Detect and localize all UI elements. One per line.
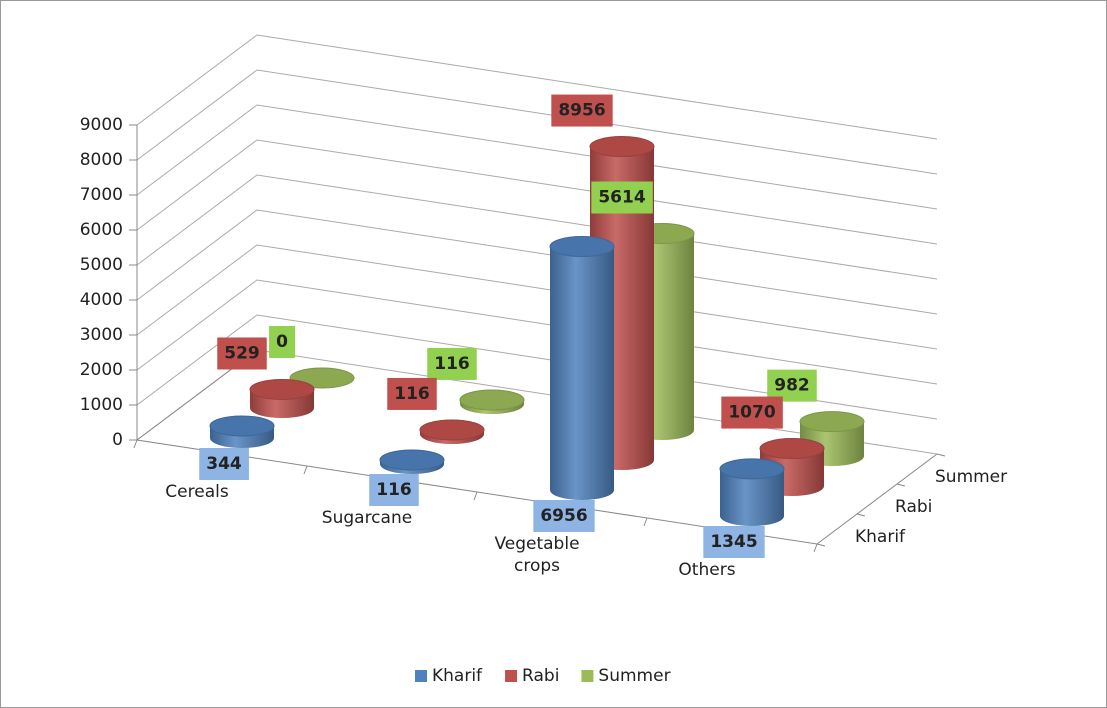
value-label-box: [269, 326, 296, 358]
legend-label: Summer: [598, 666, 670, 686]
z-tick-label: Summer: [935, 467, 1007, 487]
value-label-box: [217, 337, 267, 370]
value-label-box: [387, 377, 437, 410]
cylinder-top: [249, 378, 315, 400]
cylinder-top: [589, 136, 655, 158]
grid-line: [136, 34, 938, 140]
x-tick-label: Vegetable crops: [494, 534, 580, 576]
value-label: 529: [224, 343, 260, 363]
value-label: 6956: [540, 506, 587, 526]
z-tick: [936, 453, 946, 457]
value-label: 982: [774, 376, 810, 396]
value-label-box: [767, 369, 817, 402]
cylinder: [720, 468, 784, 526]
value-label: 116: [434, 354, 470, 374]
value-label-box: [199, 448, 249, 480]
value-label-box: [427, 347, 477, 380]
x-tick: [303, 465, 308, 475]
value-label: 5614: [598, 188, 645, 208]
y-tick-label: 9000: [80, 115, 123, 135]
x-tick: [133, 439, 138, 449]
cylinder-top: [799, 411, 865, 433]
grid-line: [136, 314, 938, 420]
value-label-box: [551, 94, 613, 127]
x-tick: [473, 491, 478, 501]
legend-swatch: [415, 670, 427, 682]
value-label-box: [369, 474, 419, 506]
grid-line: [136, 139, 938, 245]
legend-swatch: [581, 670, 594, 682]
z-tick: [856, 513, 866, 517]
y-tick-label: 4000: [80, 290, 123, 310]
value-label-box: [703, 526, 765, 558]
legend-swatch: [505, 670, 518, 682]
y-tick-label: 6000: [80, 220, 123, 240]
z-tick: [896, 483, 906, 487]
grid-line: [136, 104, 938, 210]
cylinder-top: [719, 458, 785, 480]
cylinder-top: [379, 449, 445, 471]
value-label: 0: [276, 332, 288, 352]
y-tick-label: 2000: [80, 360, 123, 380]
value-label-box: [721, 396, 783, 429]
value-label: 1345: [710, 532, 757, 552]
y-tick-label: 7000: [80, 185, 123, 205]
value-label: 116: [394, 384, 430, 404]
value-label: 116: [376, 480, 412, 500]
cylinder-top: [209, 415, 275, 437]
grid-line: [136, 279, 938, 385]
x-tick-label: Sugarcane: [321, 508, 413, 528]
y-tick-label: 1000: [80, 395, 123, 415]
cylinder-top: [419, 419, 485, 441]
y-tick-label: 0: [112, 430, 123, 450]
grid-line: [136, 69, 938, 175]
x-tick: [643, 517, 648, 527]
value-label: 1070: [728, 403, 775, 423]
value-label-box: [591, 181, 653, 214]
z-tick-label: Rabi: [895, 497, 932, 517]
cylinder-top: [759, 438, 825, 460]
y-tick-label: 8000: [80, 150, 123, 170]
y-tick-label: 5000: [80, 255, 123, 275]
grid-line: [136, 209, 938, 315]
grid-line: [136, 174, 938, 280]
legend-label: Rabi: [522, 666, 559, 686]
value-label-box: [533, 500, 595, 532]
x-tick-label: Others: [678, 560, 736, 580]
y-tick-label: 3000: [80, 325, 123, 345]
grid-line: [136, 244, 938, 350]
x-tick: [813, 543, 818, 553]
legend-label: Kharif: [432, 666, 483, 686]
cylinder-top: [549, 236, 615, 258]
cylinder-top: [459, 389, 525, 411]
value-label: 8956: [558, 101, 605, 121]
cylinder: [550, 246, 614, 500]
z-tick-label: Kharif: [855, 527, 906, 547]
z-tick: [816, 543, 826, 547]
x-tick-label: Cereals: [165, 482, 229, 502]
value-label: 344: [206, 454, 242, 474]
